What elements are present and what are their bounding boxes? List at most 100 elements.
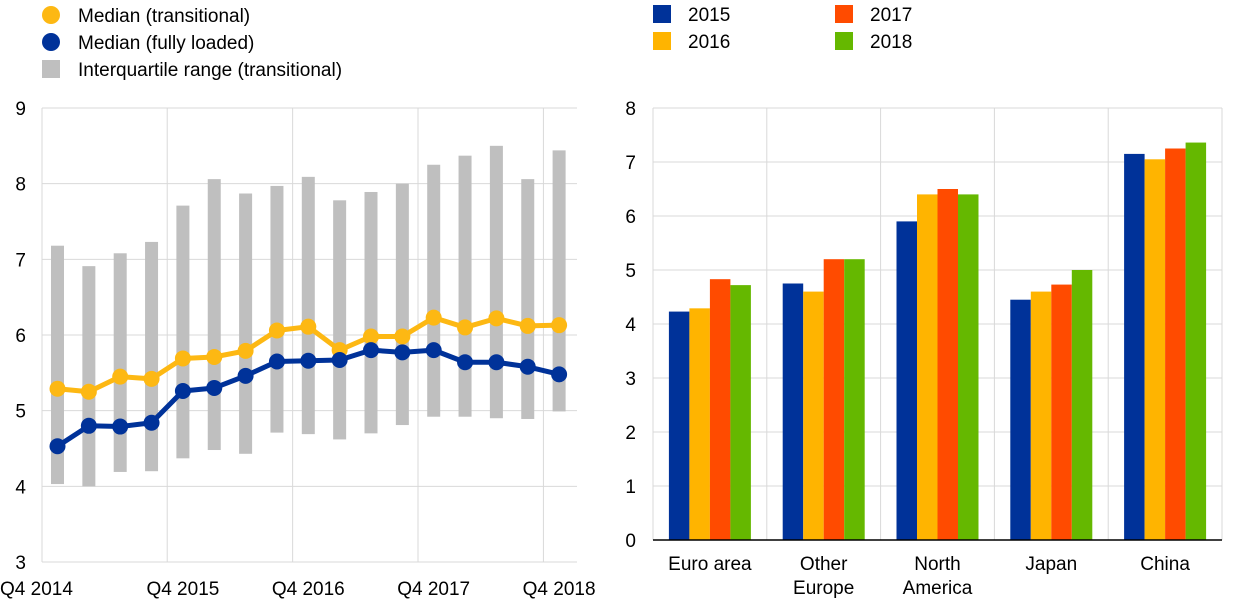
legend-marker-2016 xyxy=(653,32,671,50)
legend-label-2016: 2016 xyxy=(688,32,730,53)
left-y-tick-8: 8 xyxy=(15,175,26,196)
point-median-fully-loaded-q1-2018 xyxy=(457,354,474,371)
point-median-fully-loaded-q2-2016 xyxy=(237,367,254,384)
left-axes xyxy=(41,108,577,563)
left-legend: Median (transitional) Median (fully load… xyxy=(42,6,342,81)
point-median-transitional-q2-2017 xyxy=(363,328,379,345)
right-x-tick-japan: Japan xyxy=(1025,554,1077,575)
iqr-bar-q2-2016 xyxy=(239,193,253,454)
point-median-fully-loaded-q3-2018 xyxy=(519,358,536,375)
point-median-fully-loaded-q3-2015 xyxy=(143,414,160,431)
iqr-bar-q2-2015 xyxy=(113,253,127,472)
left-y-tick-6: 6 xyxy=(15,326,26,347)
point-median-transitional-q1-2015 xyxy=(80,383,97,400)
point-median-transitional-q4-2017 xyxy=(425,309,442,326)
point-median-transitional-q1-2016 xyxy=(206,348,223,365)
iqr-bar-q2-2018 xyxy=(489,145,503,419)
right-y-tick-1: 1 xyxy=(625,477,636,498)
bar-china-2015 xyxy=(1124,153,1145,540)
point-median-transitional-q4-2018 xyxy=(551,317,568,334)
point-median-fully-loaded-q4-2017 xyxy=(425,342,442,359)
bar-china-2016 xyxy=(1144,159,1166,541)
legend-label-interquartile-range: Interquartile range (transitional) xyxy=(78,60,342,81)
point-median-transitional-q2-2018 xyxy=(488,310,505,327)
point-median-fully-loaded-q2-2015 xyxy=(112,418,129,435)
iqr-bar-q3-2016 xyxy=(270,185,284,433)
bar-japan-2017 xyxy=(1051,284,1072,540)
point-median-fully-loaded-q3-2016 xyxy=(268,353,285,370)
right-x-tick-euro-area: Euro area xyxy=(668,554,752,575)
iqr-bar-q2-2017 xyxy=(364,191,378,434)
legend-marker-2017 xyxy=(835,5,853,23)
point-median-transitional-q2-2015 xyxy=(112,368,129,385)
legend-marker-2015 xyxy=(653,5,671,23)
point-median-transitional-q2-2016 xyxy=(237,342,254,359)
right-y-tick-labels: 0 1 2 3 4 5 6 7 8 xyxy=(625,99,636,552)
point-median-transitional-q3-2017 xyxy=(394,328,411,345)
point-median-fully-loaded-q4-2014 xyxy=(49,438,66,455)
legend-marker-median-fully-loaded xyxy=(42,33,60,51)
left-x-tick-q4-2014: Q4 2014 xyxy=(0,579,73,600)
median-lines xyxy=(49,309,568,455)
point-median-fully-loaded-q2-2018 xyxy=(488,354,505,371)
legend-marker-interquartile-range xyxy=(42,60,60,78)
bar-euro-area-2016 xyxy=(689,308,710,540)
right-y-tick-7: 7 xyxy=(625,153,636,174)
left-y-tick-9: 9 xyxy=(15,99,26,120)
bar-euro-area-2017 xyxy=(709,279,731,540)
point-median-fully-loaded-q3-2017 xyxy=(394,344,411,361)
bar-japan-2016 xyxy=(1030,291,1052,540)
legend-marker-2018 xyxy=(835,32,853,50)
right-y-tick-0: 0 xyxy=(625,531,636,552)
left-x-tick-q4-2018: Q4 2018 xyxy=(523,579,596,600)
iqr-bar-q3-2018 xyxy=(521,179,535,419)
bar-other-europe-2015 xyxy=(782,283,804,540)
right-y-tick-2: 2 xyxy=(625,423,636,444)
interquartile-range-bars xyxy=(51,145,566,487)
left-y-tick-3: 3 xyxy=(15,553,26,574)
bar-north-america-2015 xyxy=(896,221,917,540)
right-y-tick-6: 6 xyxy=(625,207,636,228)
right-legend: 2015 2016 2017 2018 xyxy=(653,5,912,53)
legend-label-median-transitional: Median (transitional) xyxy=(78,6,250,27)
iqr-bar-q4-2017 xyxy=(427,164,441,417)
right-y-tick-4: 4 xyxy=(625,315,636,336)
point-median-transitional-q3-2018 xyxy=(519,317,536,334)
left-x-tick-q4-2016: Q4 2016 xyxy=(272,579,345,600)
left-y-tick-7: 7 xyxy=(15,250,26,271)
point-median-fully-loaded-q4-2016 xyxy=(300,352,317,369)
right-y-tick-3: 3 xyxy=(625,369,636,390)
point-median-transitional-q1-2018 xyxy=(457,319,474,336)
bar-china-2017 xyxy=(1165,148,1186,540)
iqr-bar-q1-2015 xyxy=(82,266,96,487)
bar-north-america-2016 xyxy=(917,194,938,540)
bar-china-2018 xyxy=(1185,142,1207,540)
point-median-transitional-q4-2015 xyxy=(174,350,191,367)
right-y-tick-5: 5 xyxy=(625,261,636,282)
legend-label-median-fully-loaded: Median (fully loaded) xyxy=(78,33,254,54)
right-chart: 0 1 2 3 4 5 6 7 8 Euro area Other Europe North Ameri… xyxy=(625,99,1223,599)
legend-marker-median-transitional xyxy=(42,6,60,24)
legend-label-2017: 2017 xyxy=(870,5,912,26)
iqr-bar-q3-2017 xyxy=(395,183,409,426)
bar-other-europe-2017 xyxy=(823,259,845,540)
point-median-fully-loaded-q1-2015 xyxy=(80,417,97,434)
iqr-bar-q4-2018 xyxy=(552,150,566,412)
bar-japan-2015 xyxy=(1010,299,1031,540)
iqr-bar-q4-2015 xyxy=(176,205,190,459)
right-axes xyxy=(652,108,1222,541)
right-bars xyxy=(668,142,1207,541)
point-median-transitional-q3-2015 xyxy=(143,370,160,387)
bar-euro-area-2015 xyxy=(668,311,690,540)
iqr-bar-q1-2017 xyxy=(333,200,347,440)
point-median-fully-loaded-q1-2016 xyxy=(206,379,223,396)
right-x-tick-other-europe-line2: Europe xyxy=(793,578,854,599)
point-median-transitional-q3-2016 xyxy=(268,322,285,339)
bar-north-america-2017 xyxy=(937,189,958,540)
right-x-tick-labels: Euro area Other Europe North America Japan Chi… xyxy=(668,554,1190,599)
right-x-tick-north-america-line1: North xyxy=(914,554,960,575)
right-x-tick-north-america-line2: America xyxy=(903,578,973,599)
left-x-tick-labels: Q4 2014 Q4 2015 Q4 2016 Q4 2017 Q4 2018 xyxy=(0,579,596,600)
